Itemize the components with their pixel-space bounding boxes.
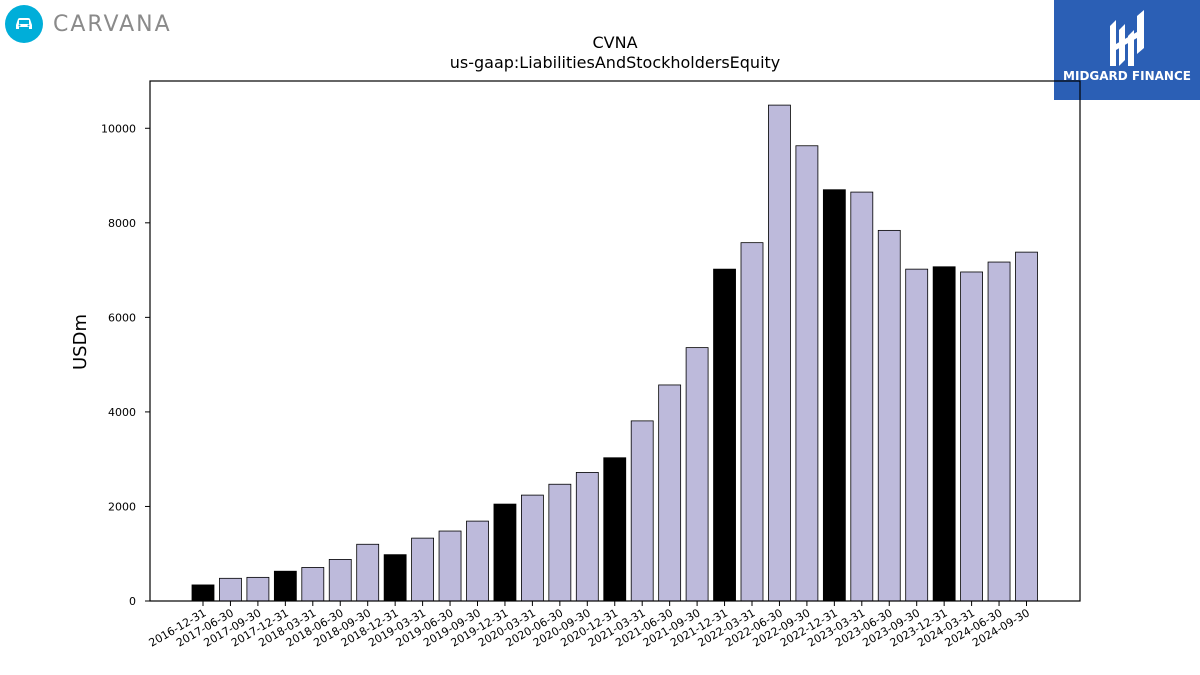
bar-2022-03-31	[740, 242, 764, 602]
midgard-finance-logo: MIDGARD FINANCE	[1054, 0, 1200, 100]
bar-2023-06-30	[877, 229, 901, 602]
bar-2024-03-31	[960, 271, 983, 602]
bar-2018-03-31	[301, 567, 325, 602]
bar-2018-06-30	[328, 559, 352, 602]
bar-2024-06-30	[987, 261, 1011, 602]
bar-2020-03-31	[521, 494, 544, 602]
bar-2023-12-31	[932, 266, 956, 602]
bar-2021-03-31	[630, 420, 654, 602]
bar-2021-12-31	[713, 268, 736, 602]
bar-2018-09-30	[356, 543, 380, 602]
bar-2024-09-30	[1015, 251, 1038, 602]
y-tick-label: 10000	[101, 122, 136, 135]
bar-2020-06-30	[548, 483, 572, 602]
bar-2020-09-30	[575, 472, 599, 602]
bar-2016-12-31	[191, 584, 215, 602]
chart-title: CVNA	[592, 33, 637, 52]
y-tick-label: 8000	[108, 217, 136, 230]
bar-2023-03-31	[850, 191, 874, 602]
bar-2019-09-30	[466, 520, 489, 602]
bars	[191, 104, 1038, 602]
bar-2018-12-31	[383, 554, 407, 602]
x-axis: 2016-12-312017-06-302017-09-302017-12-31…	[147, 601, 1032, 650]
chart-subtitle: us-gaap:LiabilitiesAndStockholdersEquity	[450, 53, 781, 72]
bar-2017-06-30	[219, 577, 242, 602]
bar-2022-06-30	[768, 104, 791, 602]
y-axis-label: USDm	[70, 314, 91, 370]
bar-2020-12-31	[603, 457, 627, 602]
bar-2022-12-31	[822, 189, 846, 602]
bar-2019-12-31	[493, 503, 517, 602]
bar-2021-09-30	[685, 347, 709, 602]
bar-2021-06-30	[658, 384, 682, 602]
y-tick-label: 4000	[108, 406, 136, 419]
carvana-logo: CARVANA	[5, 5, 172, 43]
partner-name: MIDGARD FINANCE	[1063, 69, 1191, 83]
bar-2023-09-30	[905, 268, 929, 602]
bar-2022-09-30	[795, 145, 819, 602]
bar-2017-12-31	[273, 570, 297, 602]
y-tick-label: 6000	[108, 311, 136, 324]
bar-2017-09-30	[246, 576, 270, 602]
y-axis: 0 2000 4000 6000 8000 10000	[101, 122, 150, 608]
y-tick-label: 2000	[108, 500, 136, 513]
car-icon	[5, 5, 43, 43]
y-tick-label: 0	[129, 595, 136, 608]
brand-name: CARVANA	[53, 11, 172, 37]
bar-2019-06-30	[438, 530, 462, 602]
midgard-mark-icon	[1110, 10, 1144, 66]
bar-2019-03-31	[411, 537, 435, 602]
